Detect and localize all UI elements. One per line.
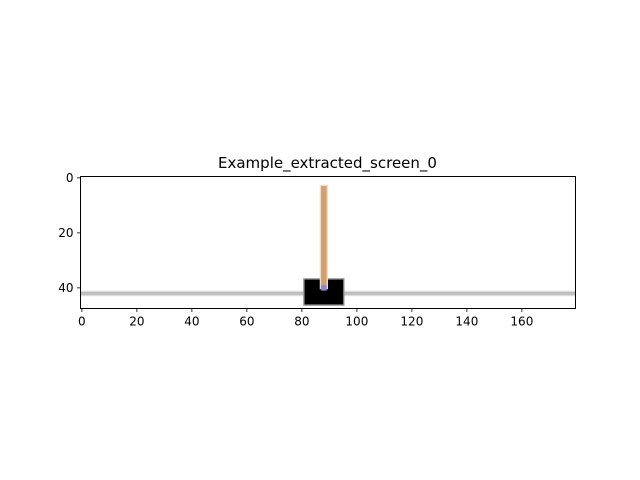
x-tick-label: 80: [294, 315, 309, 329]
y-tick-label: 20: [58, 226, 73, 240]
x-tick-label: 20: [129, 315, 144, 329]
x-tick-label: 100: [345, 315, 368, 329]
x-tick-label: 120: [400, 315, 423, 329]
y-tick-label: 40: [58, 281, 73, 295]
x-axis: 0 20 40 60 80 100 120 140 160: [78, 308, 533, 329]
plot-area: [80, 176, 576, 309]
x-tick-label: 60: [239, 315, 254, 329]
y-axis: 0 20 40: [58, 171, 81, 295]
axle: [321, 285, 327, 291]
x-tick-label: 160: [510, 315, 533, 329]
pole: [321, 186, 327, 288]
chart-title: Example_extracted_screen_0: [218, 154, 437, 173]
plot-frame: [80, 176, 576, 309]
x-tick-label: 40: [184, 315, 199, 329]
y-tick-label: 0: [66, 171, 74, 185]
x-tick-label: 0: [78, 315, 86, 329]
x-tick-label: 140: [455, 315, 478, 329]
image-scene: [80, 184, 576, 306]
